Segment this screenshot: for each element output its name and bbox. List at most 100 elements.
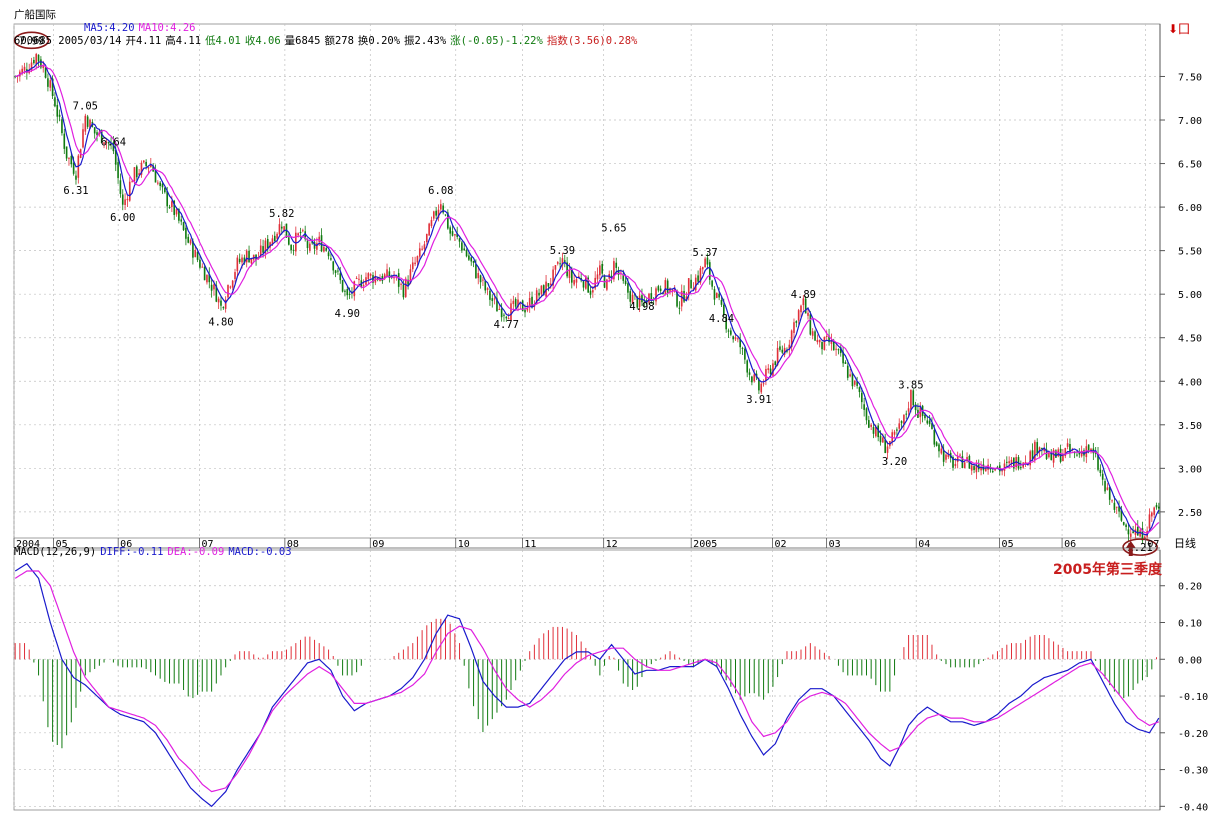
candle-body (112, 142, 115, 152)
candle-body (135, 166, 138, 178)
candle-body (1099, 469, 1102, 473)
candle-body (332, 261, 335, 271)
candle-body (482, 279, 484, 281)
candle-body (61, 119, 63, 134)
candle-body (940, 448, 943, 454)
candle-body (440, 204, 442, 210)
candle-body (1094, 452, 1097, 454)
dea-label: DEA:-0.09 (167, 546, 225, 558)
candle-body (938, 444, 940, 452)
candle-body (753, 374, 756, 382)
price-extreme-label: 3.85 (898, 379, 923, 391)
candle-body (596, 274, 599, 280)
candle-body (388, 271, 391, 279)
candle-body (1108, 487, 1111, 500)
price-extreme-label: 4.84 (709, 313, 734, 325)
candle-body (1024, 462, 1027, 464)
candle-body (842, 351, 844, 364)
candle-body (772, 363, 774, 376)
price-extreme-label: 7.99 (19, 35, 44, 47)
candle-body (175, 209, 178, 215)
candle-body (297, 233, 299, 236)
price-extreme-label: 6.31 (63, 185, 88, 197)
candle-body (699, 268, 702, 283)
candle-body (821, 341, 823, 350)
candle-body (486, 288, 489, 290)
candle-body (804, 298, 807, 314)
candle-body (882, 437, 884, 443)
candle-body (987, 464, 989, 470)
candle-body (762, 383, 765, 385)
candle-body (879, 435, 882, 443)
candle-body (559, 263, 561, 265)
candle-body (1083, 450, 1085, 456)
candle-body (206, 274, 208, 283)
highlight-circle (13, 31, 50, 50)
candle-body (1129, 533, 1132, 537)
candle-body (877, 425, 879, 438)
price-tick-label: 2.50 (1178, 508, 1202, 519)
candle-body (1118, 506, 1120, 512)
candle-body (383, 274, 386, 280)
candle-body (809, 314, 812, 335)
macd-tick-label: 0.20 (1178, 582, 1202, 593)
candle-body (82, 129, 84, 148)
candle-body (570, 269, 573, 283)
candle-body (627, 283, 629, 293)
candle-body (334, 270, 337, 273)
candle-body (421, 248, 423, 250)
candle-body (264, 240, 267, 254)
candle-body (556, 262, 559, 264)
candle-body (280, 226, 283, 229)
download-icon[interactable]: ⬇囗 (1168, 22, 1191, 36)
candle-body (1005, 461, 1008, 463)
candle-body (928, 420, 931, 424)
candle-body (970, 465, 973, 471)
candle-body (1155, 505, 1158, 508)
candle-body (173, 200, 176, 215)
candle-body (222, 307, 225, 309)
candle-body (636, 296, 639, 308)
macd-tick-label: -0.30 (1178, 766, 1208, 777)
candle-body (863, 404, 865, 410)
candle-body (273, 235, 276, 241)
candle-body (825, 335, 828, 337)
candle-body (788, 344, 791, 350)
candle-body (524, 309, 526, 313)
candle-body (234, 272, 236, 279)
candle-body (790, 330, 793, 348)
candle-body (292, 249, 295, 251)
candle-body (503, 314, 505, 316)
candle-body (830, 340, 833, 344)
candle-body (896, 429, 898, 431)
price-tick-label: 6.50 (1178, 160, 1202, 171)
candle-body (872, 427, 875, 434)
candle-body (514, 299, 517, 307)
month-label: 05 (1002, 539, 1014, 550)
candle-body (517, 299, 519, 308)
candle-body (330, 258, 332, 260)
candle-body (690, 279, 692, 289)
candle-body (304, 231, 306, 240)
candle-body (14, 76, 16, 78)
macd-name: MACD(12,26,9) (14, 546, 97, 558)
candle-body (1034, 441, 1036, 461)
candle-body (1136, 526, 1139, 536)
candle-body (187, 236, 190, 243)
price-extreme-label: 4.77 (494, 319, 519, 331)
candle-body (299, 231, 302, 234)
candle-body (914, 404, 917, 410)
candle-body (687, 278, 690, 295)
ma10-line (15, 64, 1160, 534)
high-value: 高4.11 (165, 35, 202, 47)
candle-body (638, 295, 641, 307)
candle-body (1076, 454, 1078, 456)
candle-body (1031, 450, 1034, 460)
price-tick-label: 7.00 (1178, 116, 1202, 127)
candle-body (248, 250, 250, 263)
candle-body (676, 290, 678, 307)
candle-body (414, 262, 416, 265)
candle-body (402, 284, 405, 298)
candle-body (171, 201, 173, 208)
